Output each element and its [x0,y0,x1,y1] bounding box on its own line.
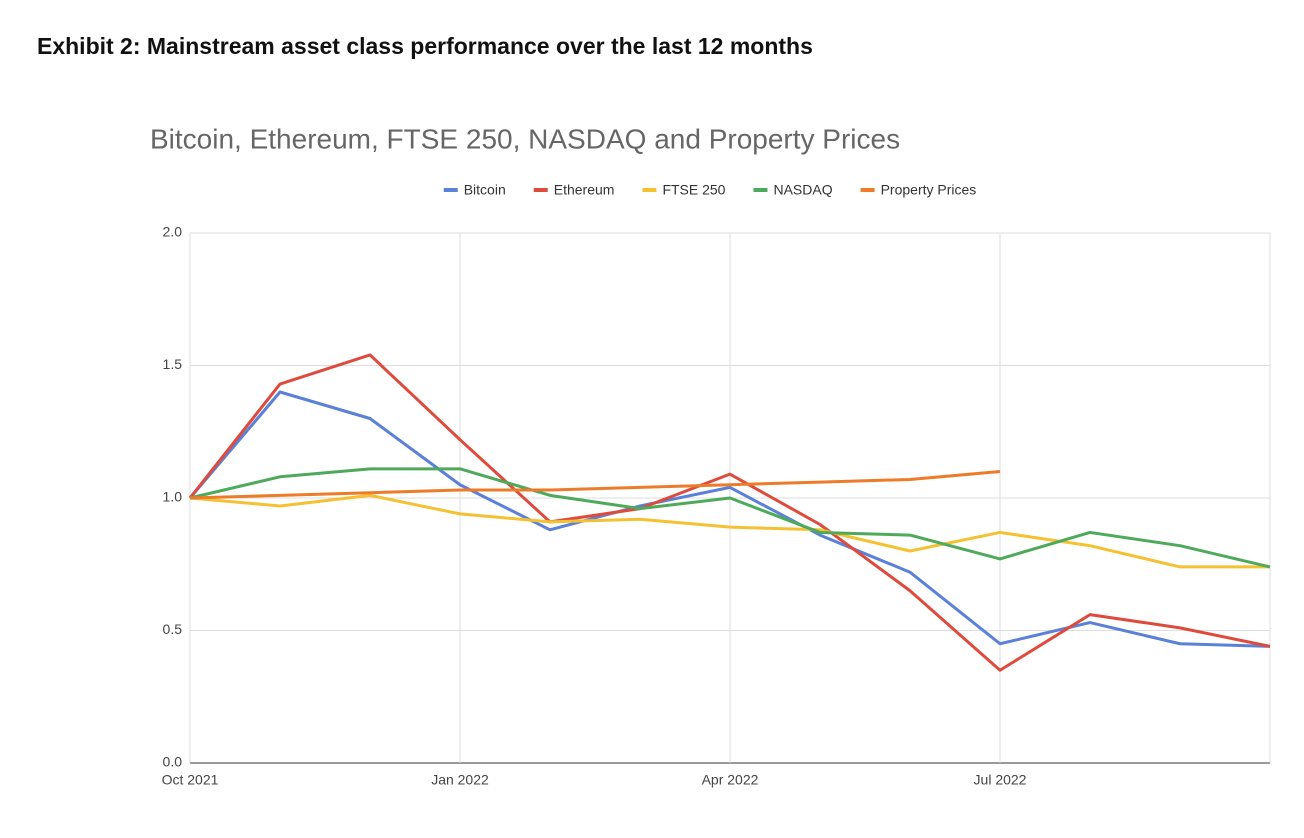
legend-label: FTSE 250 [662,182,725,198]
y-tick-label: 2.0 [163,224,183,240]
chart-title: Bitcoin, Ethereum, FTSE 250, NASDAQ and … [150,123,900,154]
legend-label: Bitcoin [464,182,506,198]
y-tick-label: 0.0 [163,754,183,770]
x-tick-label: Jan 2022 [431,772,489,788]
series-line [188,353,1271,672]
x-tick-label: Apr 2022 [702,772,759,788]
series-line [188,390,1271,648]
legend-label: Property Prices [881,182,977,198]
x-tick-label: Oct 2021 [162,772,219,788]
y-tick-label: 1.5 [163,356,183,372]
x-tick-label: Jul 2022 [974,772,1027,788]
y-tick-label: 1.0 [163,489,183,505]
heading: Exhibit 2: Mainstream asset class perfor… [37,33,813,59]
y-tick-label: 0.5 [163,621,183,637]
series-line [189,467,1271,569]
series-line [189,493,1270,569]
legend-label: NASDAQ [773,182,832,198]
legend-label: Ethereum [554,182,615,198]
series-line [189,470,1001,500]
